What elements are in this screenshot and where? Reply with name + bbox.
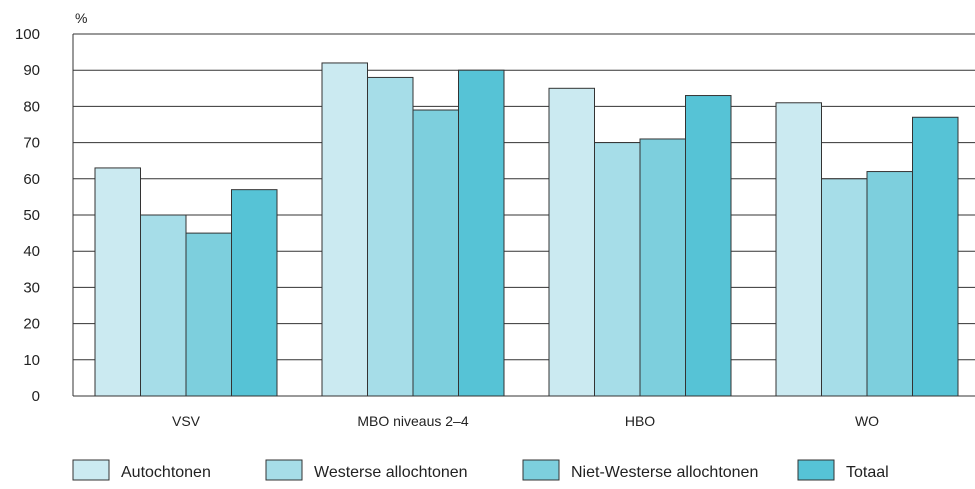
bar-vsv-totaal bbox=[231, 189, 278, 397]
bar-wo-westerse-allochtonen bbox=[821, 178, 868, 397]
bars bbox=[94, 62, 959, 397]
category-label-mbo-niveaus-2-4: MBO niveaus 2–4 bbox=[357, 413, 468, 429]
category-label-wo: WO bbox=[855, 413, 879, 429]
y-tick-labels: 0 10 20 30 40 50 60 70 80 90 100 bbox=[15, 26, 40, 405]
bar-mbo-niveaus-2-4-totaal bbox=[458, 69, 505, 397]
bar-vsv-westerse-allochtonen bbox=[140, 214, 187, 397]
y-tick-label-40: 40 bbox=[23, 243, 40, 260]
y-tick-label-80: 80 bbox=[23, 98, 40, 115]
y-axis-unit-label: % bbox=[75, 10, 87, 26]
y-tick-label-0: 0 bbox=[32, 388, 40, 405]
bar-vsv-autochtonen bbox=[94, 167, 141, 397]
y-tick-label-90: 90 bbox=[23, 62, 40, 79]
bar-wo-autochtonen bbox=[775, 102, 822, 397]
legend-label-autochtonen: Autochtonen bbox=[121, 464, 211, 481]
legend: Autochtonen Westerse allochtonen Niet-West… bbox=[72, 459, 889, 481]
legend-swatch-totaal bbox=[797, 459, 835, 481]
legend-swatch-niet-westerse-allochtonen bbox=[522, 459, 560, 481]
legend-label-niet-westerse-allochtonen: Niet-Westerse allochtonen bbox=[571, 464, 758, 481]
legend-swatch-westerse-allochtonen bbox=[265, 459, 303, 481]
category-label-vsv: VSV bbox=[172, 413, 201, 429]
y-tick-label-20: 20 bbox=[23, 316, 40, 333]
bar-mbo-niveaus-2-4-westerse-allochtonen bbox=[367, 76, 414, 397]
y-tick-label-60: 60 bbox=[23, 171, 40, 188]
bar-mbo-niveaus-2-4-niet-westerse-allochtonen bbox=[412, 109, 459, 397]
axes: % bbox=[72, 10, 975, 397]
legend-label-westerse-allochtonen: Westerse allochtonen bbox=[314, 464, 468, 481]
bar-wo-niet-westerse-allochtonen bbox=[866, 171, 913, 397]
category-label-hbo: HBO bbox=[625, 413, 655, 429]
y-tick-label-30: 30 bbox=[23, 279, 40, 296]
y-tick-label-10: 10 bbox=[23, 352, 40, 369]
legend-label-totaal: Totaal bbox=[846, 464, 889, 481]
category-labels: VSV MBO niveaus 2–4 HBO WO bbox=[172, 413, 879, 429]
y-tick-label-70: 70 bbox=[23, 135, 40, 152]
bar-vsv-niet-westerse-allochtonen bbox=[185, 232, 232, 397]
y-tick-label-50: 50 bbox=[23, 207, 40, 224]
bar-mbo-niveaus-2-4-autochtonen bbox=[321, 62, 368, 397]
y-tick-label-100: 100 bbox=[15, 26, 40, 43]
bar-wo-totaal bbox=[912, 116, 959, 397]
bar-hbo-totaal bbox=[685, 95, 732, 397]
bar-hbo-autochtonen bbox=[548, 87, 595, 397]
bar-hbo-westerse-allochtonen bbox=[594, 142, 641, 397]
bar-hbo-niet-westerse-allochtonen bbox=[639, 138, 686, 397]
legend-swatch-autochtonen bbox=[72, 459, 110, 481]
